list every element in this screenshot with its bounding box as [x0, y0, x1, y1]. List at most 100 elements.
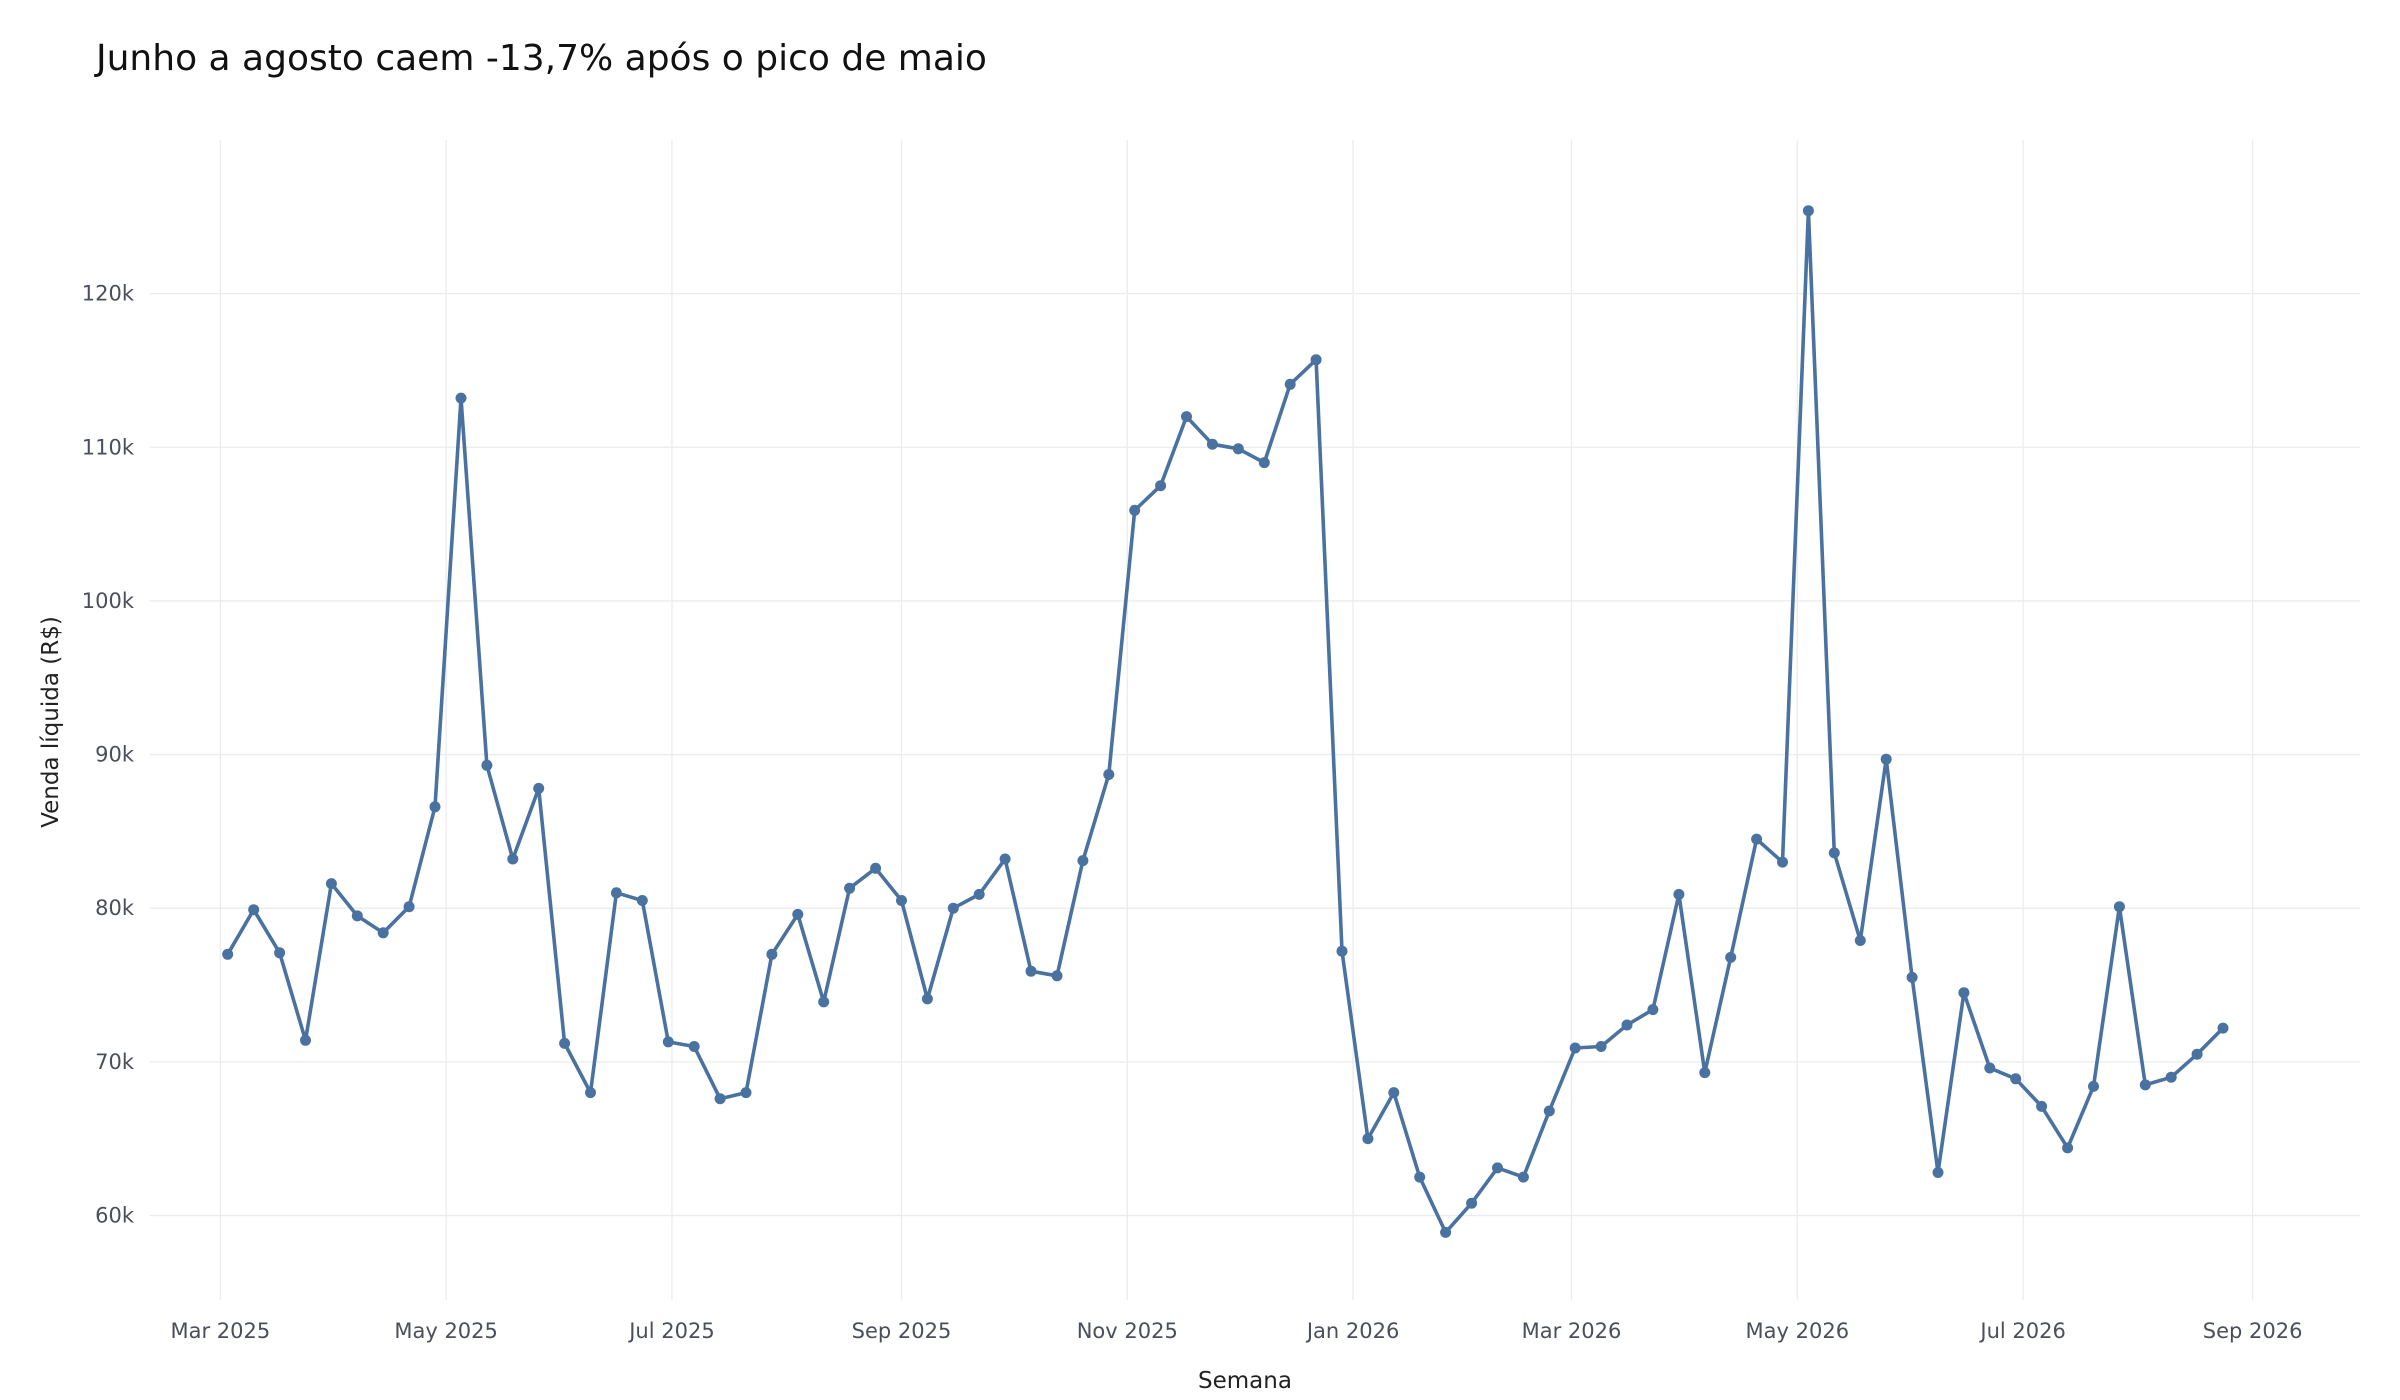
data-point: [1181, 411, 1192, 423]
data-point: [1725, 951, 1737, 963]
data-point: [248, 904, 260, 916]
data-point: [481, 759, 493, 771]
data-point: [1673, 888, 1685, 900]
data-point: [1258, 457, 1270, 469]
series-layer: [222, 205, 2229, 1238]
data-point: [947, 902, 959, 914]
data-point: [1103, 769, 1115, 780]
data-point: [2088, 1080, 2099, 1092]
data-point: [1517, 1171, 1529, 1183]
x-tick-label: Jul 2026: [1978, 1319, 2065, 1343]
y-axis-label: Venda líquida (R$): [38, 616, 64, 828]
data-point: [1595, 1041, 1607, 1052]
data-point: [559, 1037, 571, 1049]
y-tick-label: 90k: [95, 743, 135, 767]
data-point: [429, 801, 441, 813]
x-tick-label: Sep 2025: [852, 1319, 952, 1343]
data-point: [1854, 935, 1866, 946]
data-point: [325, 878, 337, 890]
x-tick-label: Jan 2026: [1305, 1319, 1400, 1343]
data-point: [688, 1041, 700, 1052]
data-point: [1880, 753, 1892, 765]
data-point: [1492, 1162, 1503, 1174]
data-point: [662, 1036, 674, 1048]
data-point: [2010, 1073, 2022, 1085]
series-line: [225, 208, 2225, 1235]
data-point: [2113, 901, 2125, 913]
y-tick-label: 120k: [82, 282, 135, 306]
data-point: [1932, 1167, 1944, 1178]
data-point: [533, 782, 545, 794]
data-point: [636, 895, 648, 906]
data-point: [792, 908, 804, 920]
data-point: [766, 948, 778, 960]
data-point: [1984, 1062, 1996, 1074]
x-tick-label: Jul 2025: [627, 1319, 714, 1343]
data-point: [1336, 945, 1348, 957]
data-point: [973, 888, 985, 900]
y-tick-label: 80k: [95, 896, 135, 920]
data-point: [714, 1093, 726, 1105]
data-point: [1466, 1197, 1478, 1209]
data-point: [1025, 965, 1037, 977]
data-point: [222, 948, 234, 960]
data-point: [1232, 443, 1244, 455]
y-tick-label: 60k: [95, 1203, 135, 1227]
data-point: [2191, 1048, 2203, 1060]
x-axis-ticks: Mar 2025 May 2025 Jul 2025 Sep 2025 Nov 2025…: [170, 1319, 2302, 1343]
data-point: [2217, 1022, 2229, 1034]
data-point: [1310, 354, 1322, 366]
data-point: [999, 853, 1011, 865]
data-point: [403, 901, 415, 913]
data-point: [1569, 1042, 1581, 1054]
data-point: [1077, 855, 1089, 867]
data-point: [740, 1087, 752, 1099]
x-axis-label: Semana: [1198, 1368, 1292, 1394]
data-point: [1388, 1087, 1400, 1099]
y-tick-label: 100k: [82, 589, 135, 613]
data-point: [1129, 504, 1141, 516]
data-point: [1362, 1133, 1374, 1145]
x-tick-label: May 2026: [1746, 1319, 1850, 1343]
data-point: [274, 947, 286, 959]
data-point: [1958, 987, 1970, 999]
data-point: [1906, 971, 1918, 983]
data-point: [1647, 1004, 1659, 1016]
data-point: [896, 895, 907, 906]
data-point: [1051, 970, 1063, 982]
data-point: [1828, 847, 1840, 859]
data-point: [1699, 1067, 1711, 1079]
data-point: [507, 853, 519, 865]
data-point: [1206, 438, 1218, 450]
data-point: [870, 862, 882, 874]
data-point: [1621, 1019, 1633, 1031]
data-point: [1777, 856, 1788, 868]
chart-title: Junho a agosto caem -13,7% após o pico d…: [94, 38, 987, 79]
x-tick-label: Sep 2026: [2203, 1319, 2303, 1343]
data-point: [844, 882, 856, 894]
data-point: [2062, 1142, 2074, 1154]
x-tick-label: Mar 2025: [170, 1319, 270, 1343]
x-tick-label: Nov 2025: [1077, 1319, 1178, 1343]
data-point: [1751, 833, 1763, 845]
data-point: [921, 993, 933, 1005]
data-point: [1802, 205, 1814, 217]
data-point: [1284, 378, 1296, 390]
data-point: [455, 392, 467, 404]
x-tick-label: Mar 2026: [1522, 1319, 1622, 1343]
data-point: [377, 927, 389, 939]
data-point: [1440, 1226, 1452, 1238]
data-point: [1155, 480, 1167, 492]
data-point: [351, 910, 363, 922]
gridlines: [150, 140, 2360, 1300]
data-point: [1543, 1105, 1555, 1117]
data-point: [2139, 1079, 2151, 1091]
data-point: [585, 1087, 596, 1099]
y-tick-label: 70k: [95, 1050, 135, 1074]
data-point: [2165, 1071, 2177, 1083]
data-point: [818, 996, 830, 1008]
data-point: [300, 1034, 311, 1046]
y-tick-label: 110k: [82, 435, 135, 459]
y-axis-ticks: 60k 70k 80k 90k 100k 110k 120k: [82, 282, 135, 1228]
